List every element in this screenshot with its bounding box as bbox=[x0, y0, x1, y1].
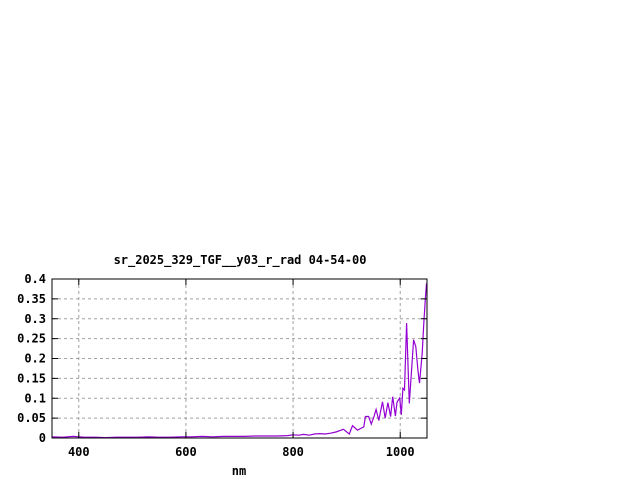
y-tick-label: 0.3 bbox=[24, 312, 46, 326]
y-tick-label: 0.2 bbox=[24, 352, 46, 366]
x-axis-label: nm bbox=[232, 464, 246, 478]
y-tick-label: 0.25 bbox=[17, 332, 46, 346]
x-axis: 400 600 800 1000 bbox=[68, 279, 415, 459]
x-tick-label: 400 bbox=[68, 445, 90, 459]
y-tick-label: 0.05 bbox=[17, 411, 46, 425]
y-tick-label: 0.4 bbox=[24, 272, 46, 286]
x-tick-label: 800 bbox=[282, 445, 304, 459]
grid bbox=[52, 279, 427, 438]
y-axis: 0 0.05 0.1 0.15 0.2 0.25 0.3 0.35 0.4 bbox=[17, 272, 427, 445]
series-line bbox=[51, 283, 428, 439]
x-tick-label: 1000 bbox=[386, 445, 415, 459]
series-layer bbox=[51, 283, 428, 439]
y-tick-label: 0.35 bbox=[17, 292, 46, 306]
y-tick-label: 0.15 bbox=[17, 371, 46, 385]
x-tick-label: 600 bbox=[175, 445, 197, 459]
chart-title: sr_2025_329_TGF__y03_r_rad 04-54-00 bbox=[114, 253, 367, 268]
y-tick-label: 0 bbox=[39, 431, 46, 445]
y-tick-label: 0.1 bbox=[24, 391, 46, 405]
